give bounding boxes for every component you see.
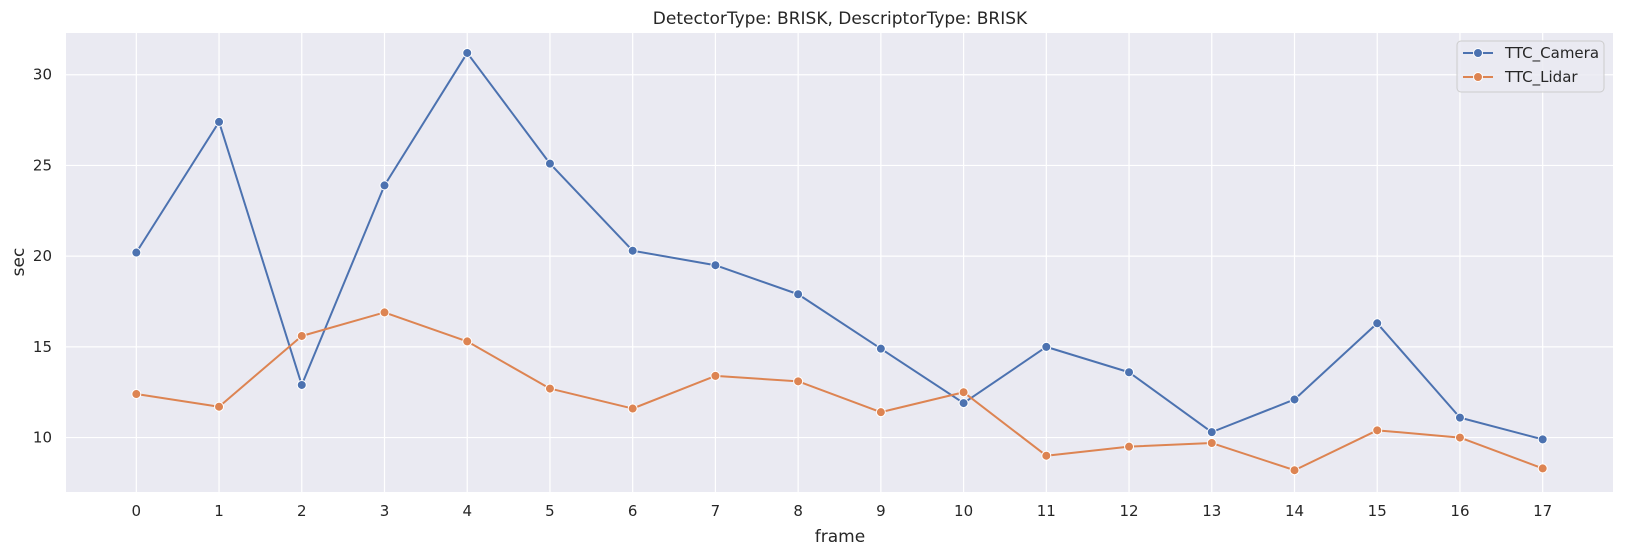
y-axis-title: sec [9,248,29,277]
y-tick-label: 10 [33,429,52,447]
data-point [1289,465,1300,476]
data-point [1372,425,1383,436]
series-TTC_Lidar [131,307,1548,476]
data-point [544,383,555,394]
x-tick-label: 3 [380,502,390,520]
x-tick-label: 5 [545,502,555,520]
x-tick-label: 17 [1533,502,1552,520]
data-point [793,289,804,300]
data-point [1289,394,1300,405]
data-point [710,260,721,271]
data-point [627,245,638,256]
data-point [1124,367,1135,378]
x-tick-label: 9 [876,502,886,520]
x-tick-label: 15 [1368,502,1387,520]
data-point [875,343,886,354]
series-line [136,311,1544,472]
series-TTC_Camera [131,47,1548,445]
y-tick-label: 25 [33,156,52,174]
x-tick-label: 13 [1202,502,1221,520]
y-axis-ticks: 10 15 20 25 30 [33,66,52,447]
y-tick-label: 15 [33,338,52,356]
legend-label-lidar: TTC_Lidar [1504,68,1578,87]
data-point [627,403,638,414]
series-layer [131,47,1548,476]
data-point [131,389,142,400]
data-point [214,116,225,127]
data-point [1124,441,1135,452]
data-point [379,180,390,191]
legend-box [1456,40,1605,93]
data-point [462,336,473,347]
data-point [875,407,886,418]
data-point [462,47,473,58]
x-tick-label: 6 [628,502,638,520]
x-tick-label: 12 [1119,502,1138,520]
x-tick-label: 4 [462,502,472,520]
data-point [1454,432,1465,443]
x-axis-title: frame [815,527,865,547]
x-tick-label: 7 [711,502,721,520]
data-point [1372,318,1383,329]
data-point [1537,434,1548,445]
data-point [958,387,969,398]
x-tick-label: 10 [954,502,973,520]
data-point [1537,463,1548,474]
data-point [131,247,142,258]
x-tick-label: 11 [1037,502,1056,520]
data-point [214,401,225,412]
data-point [710,370,721,381]
data-point [1206,438,1217,449]
x-tick-label: 2 [297,502,307,520]
data-point [1041,341,1052,352]
x-tick-label: 16 [1450,502,1469,520]
data-point [544,158,555,169]
legend: TTC_Camera TTC_Lidar [1456,40,1605,93]
x-tick-label: 1 [214,502,224,520]
plot-background [66,33,1613,492]
data-point [1454,412,1465,423]
x-tick-label: 14 [1285,502,1304,520]
data-point [1206,427,1217,438]
data-point [958,398,969,409]
x-axis-ticks: 0 1 2 3 4 5 6 7 8 9 10 11 12 13 14 15 16 17 [132,502,1553,520]
x-tick-label: 8 [793,502,803,520]
legend-marker-camera [1473,48,1483,58]
series-line [135,51,1543,441]
y-tick-label: 20 [33,247,52,265]
data-point [793,376,804,387]
data-point [296,330,307,341]
data-point [379,307,390,318]
legend-label-camera: TTC_Camera [1504,44,1599,63]
data-point [296,379,307,390]
chart-title: DetectorType: BRISK, DescriptorType: BRI… [653,9,1028,29]
grid-lines [66,33,1613,492]
data-point [1041,450,1052,461]
legend-marker-lidar [1473,72,1483,82]
x-tick-label: 0 [132,502,142,520]
y-tick-label: 30 [33,66,52,84]
